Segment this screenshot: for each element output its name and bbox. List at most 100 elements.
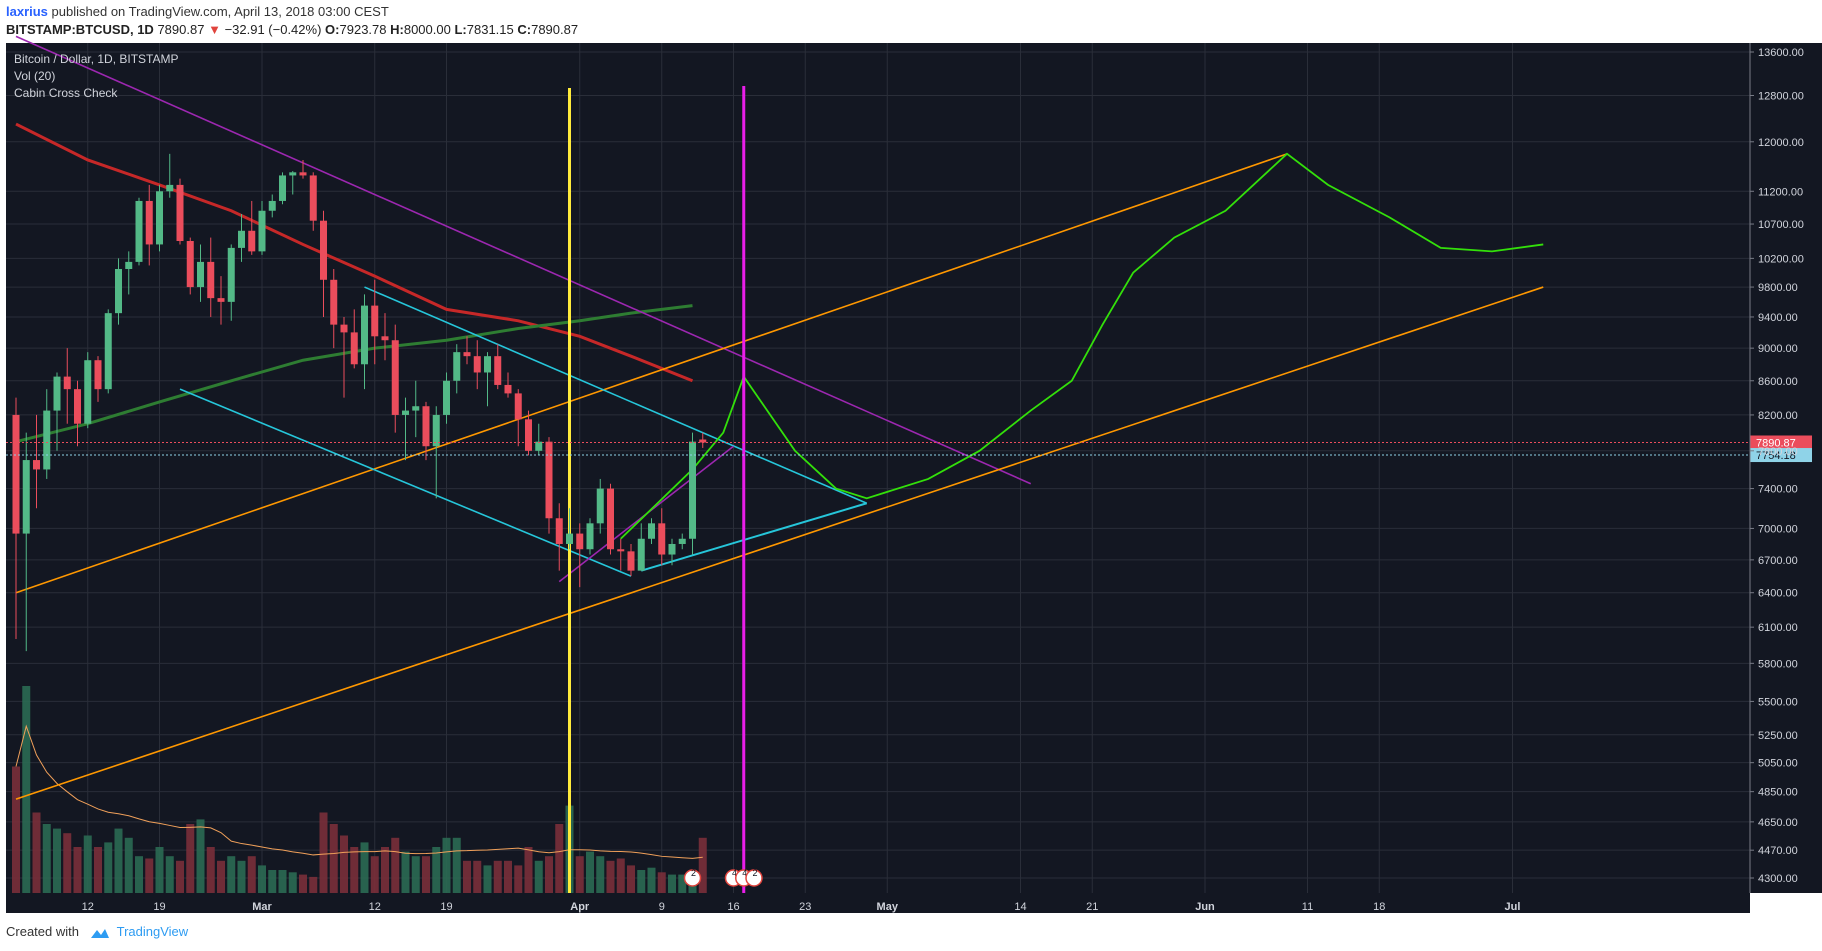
volume-bar	[575, 856, 584, 893]
volume-bar	[319, 812, 328, 893]
price-tick-label: 11200.00	[1758, 186, 1803, 198]
candle-body	[545, 441, 553, 519]
chart-pane[interactable]	[6, 43, 1750, 893]
legend-volume: Vol (20)	[14, 69, 55, 83]
volume-bar	[524, 847, 533, 893]
price-tick-label: 10700.00	[1758, 219, 1804, 231]
high-value: 8000.00	[403, 22, 451, 37]
candle-body	[402, 410, 409, 415]
author-link[interactable]: laxrius	[6, 4, 48, 19]
candle-body	[43, 410, 51, 470]
volume-bar	[288, 872, 297, 893]
volume-bar	[483, 865, 492, 893]
price-axis[interactable]	[1750, 43, 1822, 893]
time-tick-label: Apr	[570, 901, 590, 913]
candle-body	[53, 376, 61, 411]
volume-bar	[206, 847, 215, 893]
volume-bar	[247, 856, 256, 893]
candle-body	[494, 356, 502, 385]
price-tick-labels: 13600.00 12800.00 12000.00 11200.00 10700.00…	[1749, 43, 1804, 893]
candle-body	[289, 172, 297, 176]
time-tick-label: 21	[1086, 901, 1098, 913]
time-tick-label: May	[877, 901, 899, 913]
candle-body	[566, 533, 573, 544]
candle-body	[258, 210, 266, 252]
price-tick-label: 12800.00	[1758, 90, 1804, 102]
candle-body	[596, 488, 604, 524]
candle-body	[197, 261, 204, 288]
volume-bar	[299, 874, 307, 893]
low-label: L:	[454, 22, 467, 37]
event-marker-count: 2	[691, 868, 696, 878]
candle-body	[248, 230, 256, 252]
volume-bars	[12, 686, 707, 893]
volume-bar	[32, 812, 41, 893]
close-value: 7890.87	[531, 22, 579, 37]
volume-bar	[514, 865, 523, 893]
candle-body	[330, 279, 338, 325]
volume-bar	[657, 872, 666, 893]
candle-body	[238, 230, 245, 248]
candle-body	[227, 247, 235, 302]
event-marker-icon[interactable]	[745, 869, 763, 887]
price-label: 7754.18	[1756, 450, 1796, 462]
price-tick-label: 4470.00	[1758, 845, 1798, 857]
volume-bar	[63, 833, 72, 893]
price-tick-label: 4300.00	[1758, 873, 1798, 885]
event-marker-icon[interactable]	[683, 869, 702, 887]
time-tick-label: 18	[1373, 901, 1385, 913]
volume-bar	[329, 824, 338, 893]
volume-bar	[22, 686, 31, 893]
volume-bar	[83, 835, 92, 893]
volume-bar	[124, 837, 133, 893]
volume-bar	[135, 856, 143, 893]
price-tick-label: 4850.00	[1758, 787, 1798, 799]
volume-bar	[165, 856, 174, 893]
volume-bar	[350, 847, 359, 893]
symbol-label: BITSTAMP:BTCUSD, 1D	[6, 22, 154, 37]
event-marker-count: 4	[742, 868, 747, 878]
tradingview-link[interactable]: TradingView	[116, 924, 189, 939]
publish-line: laxrius published on TradingView.com, Ap…	[6, 4, 389, 19]
candle-body	[648, 523, 655, 539]
candle-body	[607, 488, 614, 550]
candle-body	[84, 360, 92, 424]
price-tick-label: 13600.00	[1758, 47, 1804, 59]
volume-bar	[534, 860, 543, 893]
candle-body	[12, 414, 20, 534]
candle-body	[350, 332, 358, 365]
cyan-wedge-lower-left	[179, 388, 632, 577]
green-projection-path	[620, 152, 1544, 540]
orange-channel-lower	[15, 286, 1544, 800]
candle-body	[453, 352, 461, 381]
purple-downtrend-line	[15, 35, 1032, 485]
candle-body	[555, 518, 563, 544]
volume-bar	[155, 847, 164, 893]
time-axis[interactable]	[6, 893, 1750, 913]
volume-bar	[114, 828, 123, 893]
volume-bar	[668, 874, 676, 893]
price-tick-label: 8600.00	[1758, 376, 1798, 388]
volume-bar	[145, 858, 154, 893]
price-tick-label: 12000.00	[1758, 137, 1804, 149]
volume-ma-line	[15, 724, 703, 859]
volume-bar	[42, 824, 51, 893]
candle-body	[443, 380, 450, 415]
volume-bar	[104, 842, 113, 893]
candle-body	[104, 313, 112, 390]
drawings	[15, 35, 1544, 893]
candle-body	[309, 175, 317, 221]
volume-bar	[555, 824, 564, 893]
volume-bar	[237, 860, 246, 893]
volume-bar	[176, 860, 184, 893]
tradingview-logo-icon	[90, 928, 109, 938]
candle-body	[135, 200, 143, 262]
volume-bar	[186, 824, 195, 893]
volume-bar	[268, 870, 277, 893]
candle-body	[94, 360, 102, 390]
volume-bar	[391, 837, 400, 893]
legend-title: Bitcoin / Dollar, 1D, BITSTAMP	[14, 52, 179, 66]
time-tick-label: 23	[799, 901, 811, 913]
